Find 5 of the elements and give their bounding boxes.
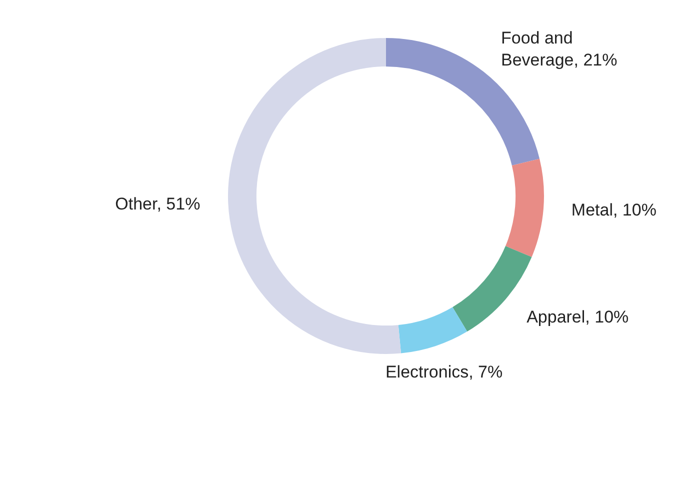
slice-label: Food and Beverage, 21% [500,28,618,70]
slice-label: Other, 51% [115,194,200,214]
slice-label: Apparel, 10% [526,307,629,326]
slice-label: Electronics, 7% [385,362,503,382]
slice-label: Metal, 10% [571,200,656,220]
